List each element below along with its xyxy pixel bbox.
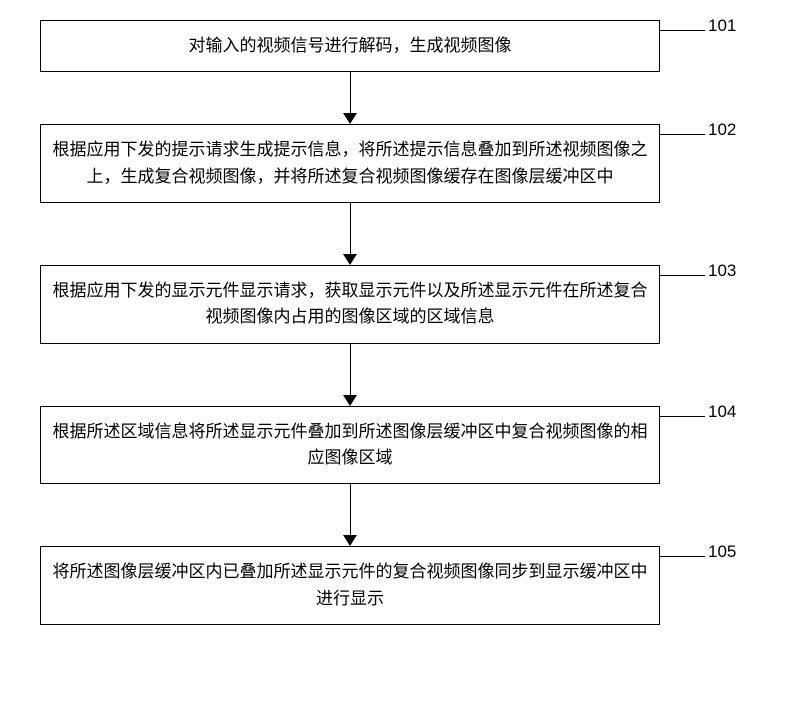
step-text: 将所述图像层缓冲区内已叠加所述显示元件的复合视频图像同步到显示缓冲区中进行显示: [53, 562, 648, 607]
step-label-101: 101: [708, 16, 736, 36]
label-col: 102: [660, 124, 740, 155]
arrow-stem: [350, 72, 351, 114]
label-col: 101: [660, 20, 740, 51]
label-col: 103: [660, 265, 740, 296]
step-box-102: 根据应用下发的提示请求生成提示信息，将所述提示信息叠加到所述视频图像之上，生成复…: [40, 124, 660, 203]
arrow-head: [343, 254, 357, 265]
arrow-down: [40, 484, 660, 546]
flow-step: 根据所述区域信息将所述显示元件叠加到所述图像层缓冲区中复合视频图像的相应图像区域…: [40, 406, 760, 485]
arrow-head: [343, 535, 357, 546]
flow-step: 将所述图像层缓冲区内已叠加所述显示元件的复合视频图像同步到显示缓冲区中进行显示 …: [40, 546, 760, 625]
step-box-104: 根据所述区域信息将所述显示元件叠加到所述图像层缓冲区中复合视频图像的相应图像区域: [40, 406, 660, 485]
step-label-102: 102: [708, 120, 736, 140]
flowchart-container: 对输入的视频信号进行解码，生成视频图像 101 根据应用下发的提示请求生成提示信…: [40, 20, 760, 625]
step-box-101: 对输入的视频信号进行解码，生成视频图像: [40, 20, 660, 72]
arrow-down: [40, 203, 660, 265]
step-text: 根据应用下发的显示元件显示请求，获取显示元件以及所述显示元件在所述复合视频图像内…: [53, 281, 648, 326]
arrow-down: [40, 344, 660, 406]
label-col: 104: [660, 406, 740, 437]
connector-line: [660, 275, 705, 296]
arrow-stem: [350, 484, 351, 536]
arrow-down: [40, 72, 660, 124]
connector-line: [660, 416, 705, 437]
step-box-103: 根据应用下发的显示元件显示请求，获取显示元件以及所述显示元件在所述复合视频图像内…: [40, 265, 660, 344]
connector-line: [660, 30, 705, 51]
step-box-105: 将所述图像层缓冲区内已叠加所述显示元件的复合视频图像同步到显示缓冲区中进行显示: [40, 546, 660, 625]
step-text: 根据所述区域信息将所述显示元件叠加到所述图像层缓冲区中复合视频图像的相应图像区域: [53, 422, 648, 467]
arrow-head: [343, 113, 357, 124]
step-label-104: 104: [708, 402, 736, 422]
arrow-stem: [350, 203, 351, 255]
step-text: 根据应用下发的提示请求生成提示信息，将所述提示信息叠加到所述视频图像之上，生成复…: [53, 140, 648, 185]
connector-line: [660, 556, 705, 577]
flow-step: 根据应用下发的提示请求生成提示信息，将所述提示信息叠加到所述视频图像之上，生成复…: [40, 124, 760, 203]
arrow-head: [343, 395, 357, 406]
step-label-103: 103: [708, 261, 736, 281]
connector-line: [660, 134, 705, 155]
arrow-stem: [350, 344, 351, 396]
step-label-105: 105: [708, 542, 736, 562]
flow-step: 根据应用下发的显示元件显示请求，获取显示元件以及所述显示元件在所述复合视频图像内…: [40, 265, 760, 344]
step-text: 对输入的视频信号进行解码，生成视频图像: [189, 36, 512, 55]
label-col: 105: [660, 546, 740, 577]
flow-step: 对输入的视频信号进行解码，生成视频图像 101: [40, 20, 760, 72]
